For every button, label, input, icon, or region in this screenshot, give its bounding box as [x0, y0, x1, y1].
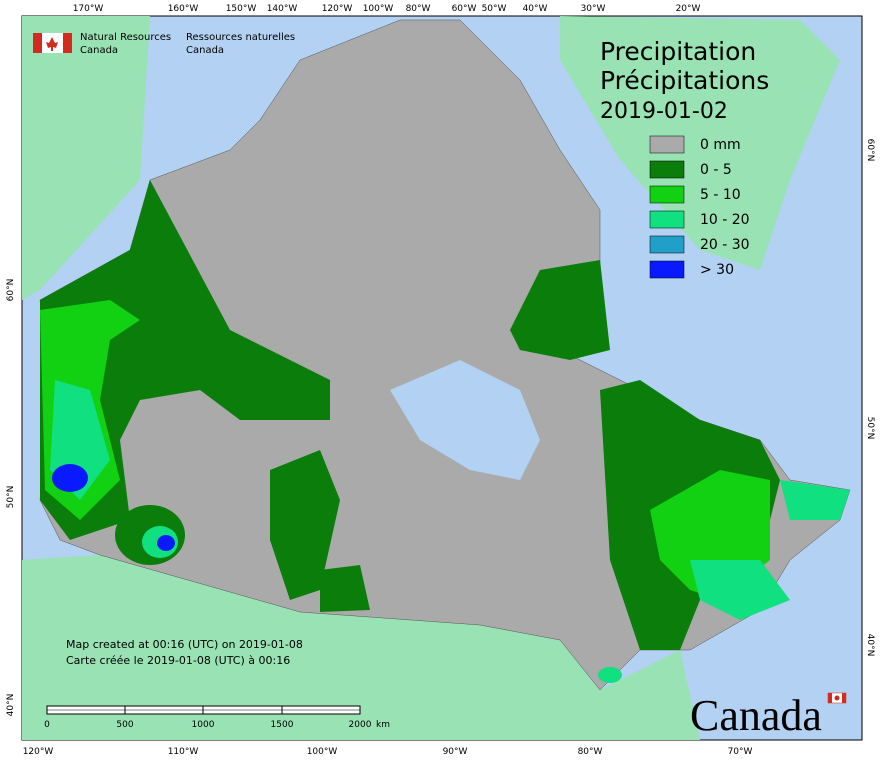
lon-label: 110°W	[168, 747, 199, 757]
usa	[22, 555, 700, 740]
note: Map created at 00:16 (UTC) on 2019-01-08	[66, 638, 303, 651]
legend-label: > 30	[700, 262, 734, 278]
lon-label: 80°W	[406, 4, 431, 14]
hudson-bay	[390, 360, 540, 480]
lon-label: 20°W	[676, 4, 701, 14]
title-fr: Précipitations	[600, 66, 769, 95]
lon-label: 100°W	[363, 4, 394, 14]
org-fr: Ressources naturelles	[186, 32, 295, 43]
lon-label: 170°W	[73, 4, 104, 14]
scale-label: 0	[44, 720, 50, 730]
lon-label: 140°W	[267, 4, 298, 14]
legend-label: 5 - 10	[700, 187, 741, 203]
flag-bar	[33, 33, 42, 53]
lon-label: 80°W	[578, 747, 603, 757]
org-fr: Canada	[186, 45, 224, 56]
lon-label: 40°W	[523, 4, 548, 14]
lat-label: 50°N	[865, 417, 875, 440]
title-en: Precipitation	[600, 37, 756, 66]
legend: 0 mm 0 - 5 5 - 10 10 - 20 20 - 30 > 30	[649, 135, 750, 279]
nrcan-logo: Natural Resources Canada Ressources natu…	[33, 32, 295, 56]
note: Carte créée le 2019-01-08 (UTC) à 00:16	[66, 654, 290, 667]
wordmark: Canada	[690, 691, 822, 740]
legend-label: 0 - 5	[700, 162, 732, 178]
scale-bar: 0 500 1000 1500 2000 km	[44, 705, 390, 730]
date: 2019-01-02	[600, 99, 728, 124]
lat-label: 40°N	[6, 694, 16, 717]
lon-label: 120°W	[23, 747, 54, 757]
wordmark-flag	[827, 692, 847, 704]
lon-label: 90°W	[443, 747, 468, 757]
precip-manitoba	[270, 450, 340, 600]
lat-label: 60°N	[865, 139, 875, 162]
scale-label: 2000	[349, 720, 372, 730]
lon-label: 150°W	[226, 4, 257, 14]
lon-label: 160°W	[168, 4, 199, 14]
alaska	[22, 16, 150, 300]
precip-baffin	[510, 260, 610, 360]
org-en: Natural Resources	[80, 32, 171, 43]
legend-label: 0 mm	[700, 137, 741, 153]
lat-label: 50°N	[6, 486, 16, 509]
precip-west-max	[52, 464, 88, 492]
lon-label: 70°W	[728, 747, 753, 757]
lon-label: 50°W	[482, 4, 507, 14]
lon-label: 30°W	[581, 4, 606, 14]
scale-label: 500	[116, 720, 133, 730]
legend-swatch	[649, 235, 685, 254]
flag-bar	[828, 693, 832, 703]
precip-newfoundland	[780, 480, 850, 520]
lon-label: 100°W	[307, 747, 338, 757]
legend-swatch	[649, 210, 685, 229]
flag-leaf	[46, 37, 58, 51]
flag-bar	[63, 33, 72, 53]
legend-swatch	[649, 260, 685, 279]
flag-bar	[842, 693, 846, 703]
lon-label: 120°W	[322, 4, 353, 14]
flag-leaf	[834, 695, 840, 701]
scale-unit: km	[376, 720, 390, 730]
legend-label: 10 - 20	[700, 212, 750, 228]
legend-swatch	[649, 160, 685, 179]
greenland	[560, 16, 840, 270]
legend-swatch	[649, 135, 685, 154]
lat-label: 40°N	[865, 634, 875, 657]
graticule-labels: 170°W 160°W 150°W 140°W 120°W 100°W 80°W 60°W 50…	[6, 4, 875, 757]
scale-label: 1000	[192, 720, 215, 730]
legend-swatch	[649, 185, 685, 204]
map-frame	[21, 15, 863, 741]
precip-alberta-max	[157, 535, 175, 551]
org-en: Canada	[80, 45, 118, 56]
lat-label: 60°N	[6, 279, 16, 302]
precip-ontario	[598, 667, 622, 683]
lon-label: 60°W	[452, 4, 477, 14]
precip-manitoba-2	[320, 565, 370, 612]
scale-label: 1500	[271, 720, 294, 730]
precip-maritimes	[690, 560, 790, 620]
legend-label: 20 - 30	[700, 237, 750, 253]
